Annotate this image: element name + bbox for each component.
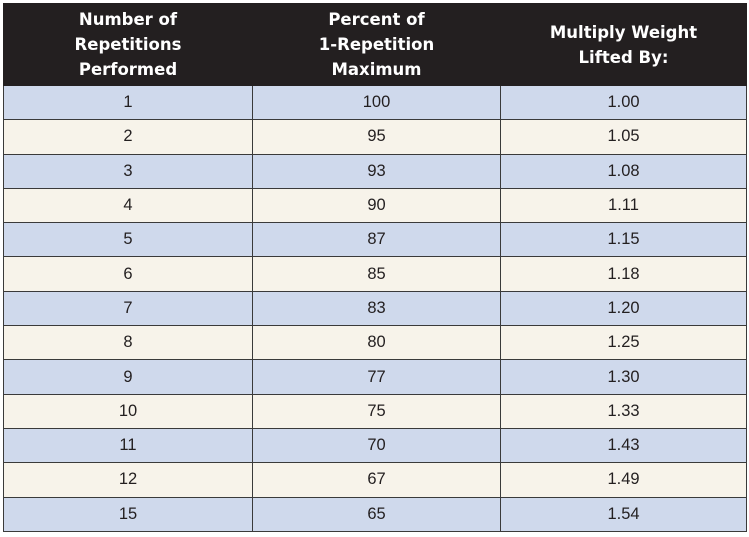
table-row: 11 70 1.43: [3, 427, 747, 464]
table-row: 10 75 1.33: [3, 393, 747, 429]
header-percent: Percent of 1-Repetition Maximum: [252, 3, 501, 86]
cell-percent: 85: [252, 256, 501, 292]
cell-repetitions: 8: [3, 325, 253, 361]
table-row: 2 95 1.05: [3, 119, 747, 155]
header-line: Maximum: [331, 60, 422, 79]
cell-repetitions: 1: [3, 84, 253, 121]
cell-multiplier: 1.54: [500, 496, 747, 532]
table-row: 7 83 1.20: [3, 290, 747, 327]
cell-repetitions: 15: [3, 496, 253, 532]
cell-multiplier: 1.08: [500, 153, 747, 189]
cell-multiplier: 1.05: [500, 119, 747, 155]
cell-percent: 80: [252, 325, 501, 361]
cell-repetitions: 7: [3, 290, 253, 327]
header-multiplier: Multiply Weight Lifted By:: [500, 3, 747, 86]
table-row: 5 87 1.15: [3, 222, 747, 258]
table-header: Number of Repetitions Performed Percent …: [3, 3, 747, 86]
cell-percent: 95: [252, 119, 501, 155]
cell-repetitions: 11: [3, 427, 253, 464]
table-body: 1 100 1.00 2 95 1.05 3 93 1.08 4 90 1.11 5 87 1.15 6 85 1…: [3, 84, 747, 532]
cell-multiplier: 1.49: [500, 462, 747, 498]
one-rep-max-table: Number of Repetitions Performed Percent …: [3, 3, 747, 532]
header-line: Performed: [78, 60, 178, 79]
table-row: 9 77 1.30: [3, 359, 747, 395]
cell-repetitions: 2: [3, 119, 253, 155]
cell-percent: 100: [252, 84, 501, 121]
cell-multiplier: 1.33: [500, 393, 747, 429]
cell-percent: 70: [252, 427, 501, 464]
table-row: 3 93 1.08: [3, 153, 747, 189]
cell-percent: 90: [252, 187, 501, 224]
header-line: Multiply Weight: [549, 22, 698, 42]
one-rep-max-table-container: Number of Repetitions Performed Percent …: [3, 3, 747, 534]
cell-multiplier: 1.20: [500, 290, 747, 327]
cell-multiplier: 1.11: [500, 187, 747, 224]
cell-multiplier: 1.25: [500, 325, 747, 361]
header-repetitions: Number of Repetitions Performed: [3, 3, 253, 86]
cell-repetitions: 6: [3, 256, 253, 292]
table-row: 6 85 1.18: [3, 256, 747, 292]
cell-repetitions: 4: [3, 187, 253, 224]
cell-multiplier: 1.15: [500, 222, 747, 258]
cell-repetitions: 12: [3, 462, 253, 498]
header-line: Number of: [78, 10, 178, 29]
header-line: 1-Repetition: [318, 35, 435, 54]
cell-multiplier: 1.00: [500, 84, 747, 121]
table-row: 4 90 1.11: [3, 187, 747, 224]
cell-multiplier: 1.43: [500, 427, 747, 464]
header-line: Percent of: [328, 10, 425, 29]
cell-percent: 77: [252, 359, 501, 395]
table-row: 15 65 1.54: [3, 496, 747, 532]
header-line: Lifted By:: [578, 47, 669, 67]
cell-multiplier: 1.18: [500, 256, 747, 292]
cell-repetitions: 10: [3, 393, 253, 429]
cell-repetitions: 3: [3, 153, 253, 189]
cell-percent: 75: [252, 393, 501, 429]
cell-percent: 93: [252, 153, 501, 189]
table-row: 12 67 1.49: [3, 462, 747, 498]
header-row: Number of Repetitions Performed Percent …: [3, 3, 747, 86]
cell-multiplier: 1.30: [500, 359, 747, 395]
cell-percent: 65: [252, 496, 501, 532]
cell-repetitions: 9: [3, 359, 253, 395]
table-row: 8 80 1.25: [3, 325, 747, 361]
header-line: Repetitions: [74, 35, 182, 54]
table-row: 1 100 1.00: [3, 84, 747, 121]
cell-repetitions: 5: [3, 222, 253, 258]
cell-percent: 87: [252, 222, 501, 258]
cell-percent: 67: [252, 462, 501, 498]
cell-percent: 83: [252, 290, 501, 327]
